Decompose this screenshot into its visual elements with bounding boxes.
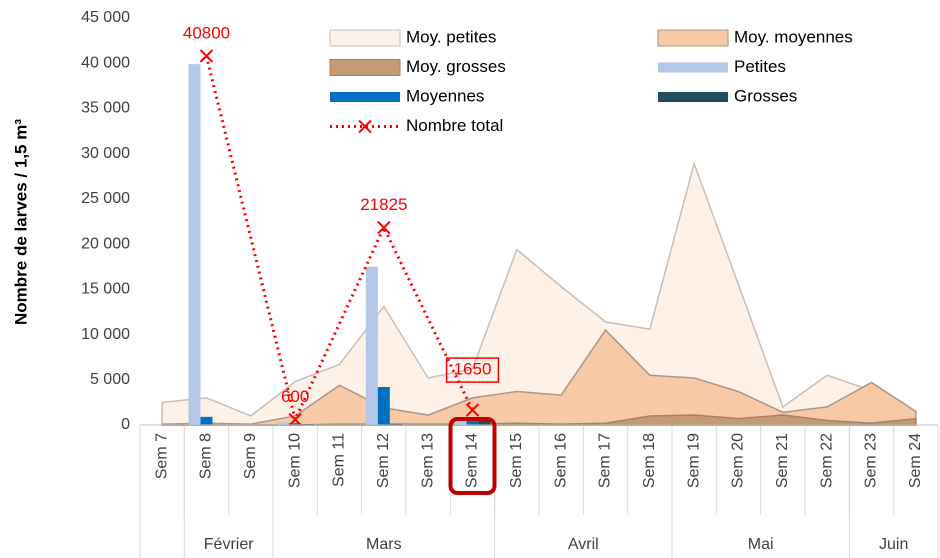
x-tick-label: Sem 16	[552, 433, 569, 488]
y-tick-label: 10 000	[81, 326, 130, 343]
y-tick-label: 15 000	[81, 281, 130, 298]
data-label: 1650	[454, 360, 492, 379]
legend-label: Moy. petites	[406, 27, 496, 46]
month-label: Février	[204, 536, 254, 553]
area	[161, 328, 917, 426]
bar	[188, 64, 201, 426]
x-tick-label: Sem 24	[907, 433, 924, 488]
month-label: Juin	[879, 536, 908, 553]
y-tick-label: 40 000	[81, 54, 130, 71]
legend-swatch	[329, 59, 401, 76]
y-tick-label: 0	[121, 416, 130, 433]
x-tick-label: Sem 7	[153, 433, 170, 479]
y-axis-title: Nombre de larves / 1,5 m³	[11, 119, 30, 325]
x-tick-label: Sem 20	[730, 433, 747, 488]
y-tick-label: 25 000	[81, 190, 130, 207]
legend-label: Moyennes	[406, 86, 484, 105]
x-tick-label: Sem 9	[242, 433, 259, 479]
legend-label: Moy. moyennes	[734, 27, 853, 46]
x-tick-label: Sem 21	[774, 433, 791, 488]
marker	[465, 403, 480, 417]
x-tick-label: Sem 8	[198, 433, 215, 479]
bar	[377, 387, 390, 425]
x-tick-label: Sem 18	[641, 433, 658, 488]
x-tick-label: Sem 22	[818, 433, 835, 488]
bar	[389, 423, 402, 425]
x-tick-label: Sem 23	[863, 433, 880, 488]
bar	[454, 418, 467, 425]
marker	[377, 220, 391, 235]
legend-swatch	[358, 119, 372, 134]
x-tick-label: Sem 11	[331, 433, 348, 487]
x-tick-label: Sem 10	[286, 433, 303, 488]
legend-swatch	[658, 62, 728, 73]
legend-label: Grosses	[734, 86, 797, 105]
data-label: 40800	[183, 23, 230, 42]
y-tick-label: 5 000	[90, 371, 130, 388]
legend-label: Nombre total	[406, 116, 503, 135]
bar	[200, 416, 213, 425]
x-tick-label: Sem 13	[419, 433, 436, 488]
month-label: Mai	[748, 536, 774, 553]
bar	[365, 266, 378, 425]
legend-label: Petites	[734, 57, 786, 76]
line	[205, 55, 474, 425]
x-tick-label: Sem 12	[375, 433, 392, 488]
bar	[466, 420, 479, 425]
data-label: 600	[281, 387, 309, 406]
legend-label: Moy. grosses	[406, 57, 506, 76]
marker	[199, 49, 214, 63]
y-tick-label: 35 000	[81, 100, 130, 117]
bar	[478, 420, 491, 425]
month-label: Mars	[366, 536, 402, 553]
legend-swatch	[329, 29, 401, 47]
data-label: 21825	[360, 195, 407, 214]
area	[161, 161, 917, 426]
label-box	[445, 357, 500, 383]
legend-swatch	[658, 92, 728, 102]
bar	[277, 422, 290, 425]
x-tick-label: Sem 14	[464, 433, 481, 488]
month-label: Avril	[568, 536, 599, 553]
legend-swatch	[330, 92, 400, 102]
y-tick-label: 45 000	[81, 9, 130, 26]
y-tick-label: 30 000	[81, 145, 130, 162]
y-tick-label: 20 000	[81, 235, 130, 252]
x-tick-label: Sem 15	[508, 433, 525, 488]
x-tick-label: Sem 19	[685, 433, 702, 488]
marker	[288, 412, 302, 427]
legend-swatch	[657, 29, 729, 47]
highlight-box	[448, 417, 497, 495]
x-tick-label: Sem 17	[597, 433, 614, 488]
bar	[289, 423, 302, 425]
